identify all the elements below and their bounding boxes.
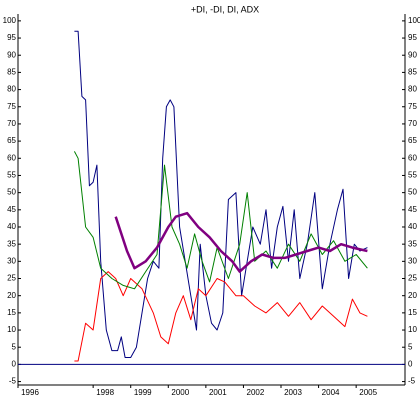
y2-tick-label: 95: [408, 33, 417, 42]
y2-tick-label: 45: [408, 205, 417, 214]
y-tick-label: 70: [7, 119, 16, 128]
x-tick-label: 2001: [209, 388, 227, 397]
series-line: [73, 151, 368, 290]
series-line: [74, 30, 368, 358]
y-tick-label: 85: [7, 68, 16, 77]
y-tick-label: 5: [12, 342, 17, 351]
x-tick-label: 2000: [171, 388, 189, 397]
y-tick-label: 10: [7, 325, 16, 334]
y-tick-label: 50: [7, 188, 16, 197]
chart-title: +DI, -DI, DI, ADX: [191, 4, 259, 14]
y2-tick-label: 80: [408, 85, 417, 94]
series-line: [114, 211, 368, 273]
y2-tick-label: 20: [408, 291, 417, 300]
y-tick-label: 15: [7, 308, 16, 317]
x-tick-label: 1996: [21, 388, 39, 397]
x-tick-label: 2002: [247, 388, 265, 397]
y-tick-label: 0: [12, 359, 17, 368]
y2-tick-label: 15: [408, 308, 417, 317]
y2-tick-label: 40: [408, 222, 417, 231]
y2-tick-label: 30: [408, 256, 417, 265]
y-tick-label: 75: [7, 102, 16, 111]
y-tick-label: 40: [7, 222, 16, 231]
x-tick-label: 2005: [359, 388, 377, 397]
y2-tick-label: 75: [408, 102, 417, 111]
y-tick-label: 80: [7, 85, 16, 94]
x-tick-label: 2004: [322, 388, 340, 397]
y2-tick-label: 35: [408, 239, 417, 248]
y2-tick-label: 55: [408, 171, 417, 180]
y2-tick-label: 25: [408, 274, 417, 283]
y2-tick-label: 90: [408, 50, 417, 59]
y2-tick-label: 60: [408, 153, 417, 162]
y-tick-label: 90: [7, 50, 16, 59]
y-tick-label: 100: [3, 16, 17, 25]
y2-tick-label: 50: [408, 188, 417, 197]
x-tick-label: 1998: [96, 388, 114, 397]
y-tick-label: 55: [7, 171, 16, 180]
y-tick-label: 20: [7, 291, 16, 300]
y-tick-label: 25: [7, 274, 16, 283]
y-tick-label: 65: [7, 136, 16, 145]
y2-tick-label: 70: [408, 119, 417, 128]
y-tick-label: 95: [7, 33, 16, 42]
y2-tick-label: 10: [408, 325, 417, 334]
y2-tick-label: 100: [408, 16, 420, 25]
series-line: [74, 271, 368, 362]
y2-tick-label: 65: [408, 136, 417, 145]
y-tick-label: 45: [7, 205, 16, 214]
y2-tick-label: 5: [408, 342, 413, 351]
x-tick-label: 2003: [284, 388, 302, 397]
y-tick-label: 60: [7, 153, 16, 162]
y-tick-label: -5: [9, 377, 17, 386]
y-tick-label: 35: [7, 239, 16, 248]
y2-tick-label: 0: [408, 359, 413, 368]
y-tick-label: 30: [7, 256, 16, 265]
x-tick-label: 1999: [134, 388, 152, 397]
y2-tick-label: -5: [408, 377, 416, 386]
y2-tick-label: 85: [408, 68, 417, 77]
